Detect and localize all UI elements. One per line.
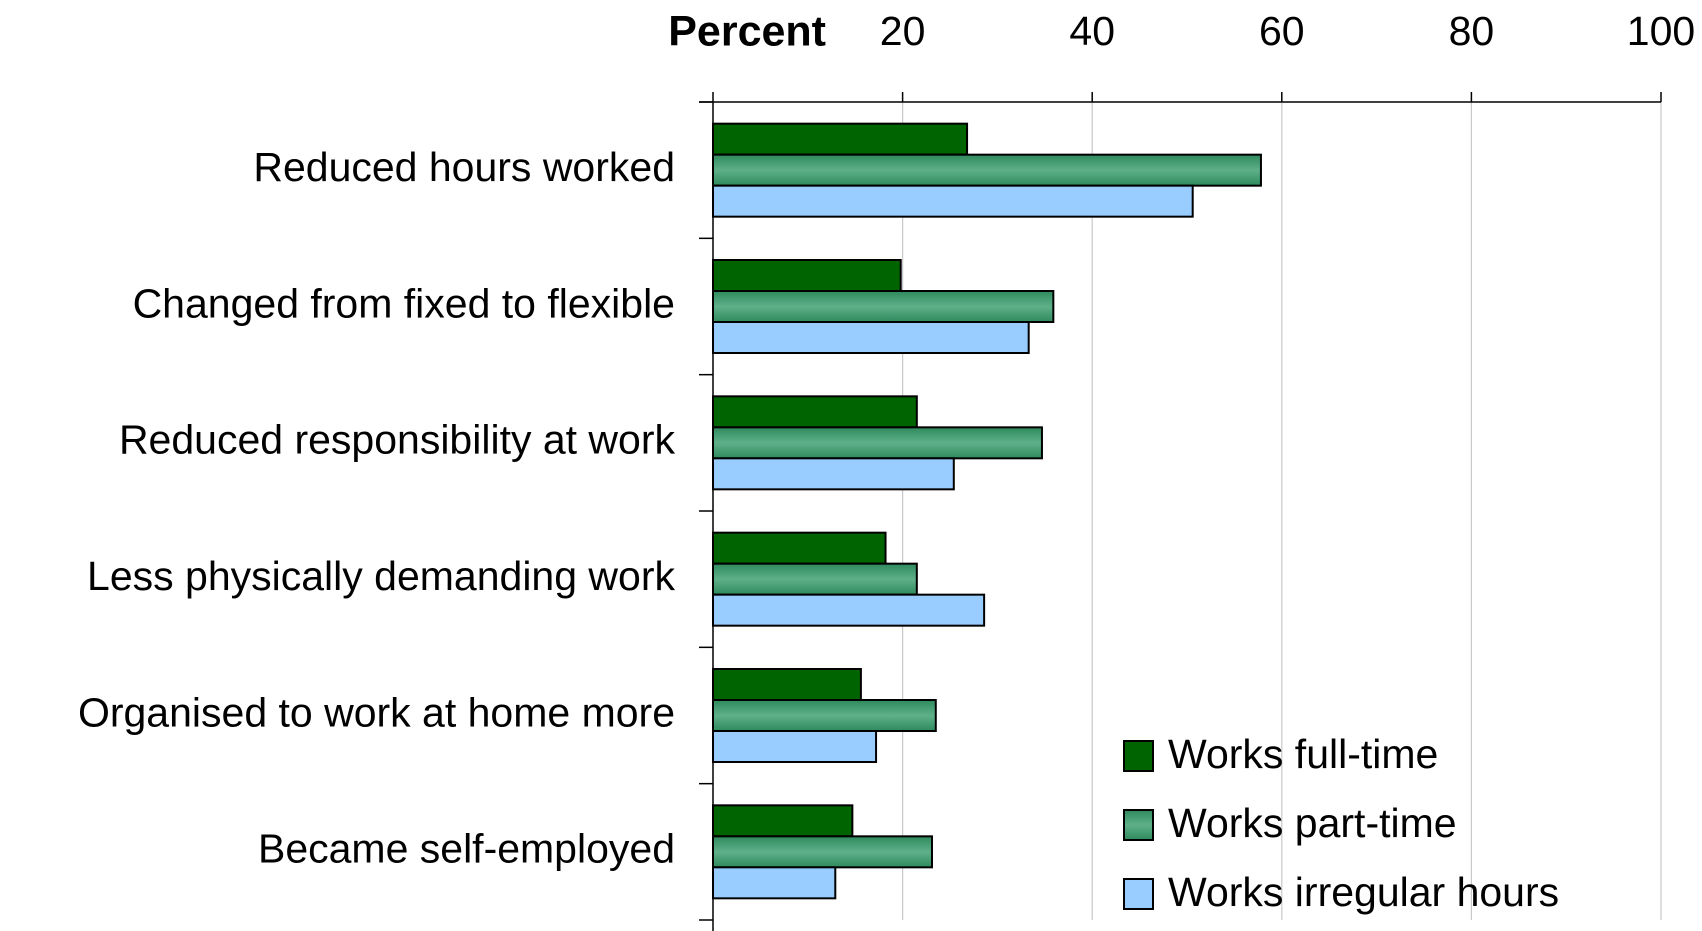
bar [712, 321, 1030, 354]
x-tick-label: 100 [1627, 8, 1695, 54]
axis-label: Percent [668, 7, 826, 55]
bar [712, 531, 887, 565]
legend-swatch [1123, 809, 1154, 841]
legend-swatch [1123, 878, 1154, 910]
bar [712, 699, 937, 732]
bar [712, 668, 862, 701]
y-tick-label: Reduced responsibility at work [119, 417, 676, 463]
legend-label: Works part-time [1168, 800, 1457, 846]
bar [712, 395, 918, 429]
x-tick-label: 40 [1069, 8, 1115, 54]
y-tick-label: Organised to work at home more [78, 689, 675, 735]
bar [712, 153, 1262, 187]
y-tick-label: Reduced hours worked [253, 144, 675, 190]
legend-label: Works full-time [1168, 731, 1438, 777]
legend-label: Works irregular hours [1168, 869, 1559, 915]
bar [712, 562, 918, 596]
y-tick-label: Less physically demanding work [87, 553, 675, 599]
x-tick-label: 20 [880, 8, 926, 54]
y-tick-label: Changed from fixed to flexible [133, 280, 675, 326]
bar [712, 835, 933, 869]
bar [712, 804, 854, 838]
bar [712, 426, 1043, 460]
x-tick-label: 80 [1449, 8, 1495, 54]
bar [712, 122, 969, 156]
bar [712, 593, 986, 627]
bar [712, 730, 878, 763]
bar [712, 457, 955, 491]
legend-swatch [1123, 740, 1154, 772]
y-tick-label: Became self-employed [258, 826, 675, 872]
bar [712, 290, 1055, 323]
x-tick-label: 60 [1259, 8, 1305, 54]
bar [712, 184, 1194, 218]
bar [712, 866, 837, 900]
bar [712, 259, 902, 292]
